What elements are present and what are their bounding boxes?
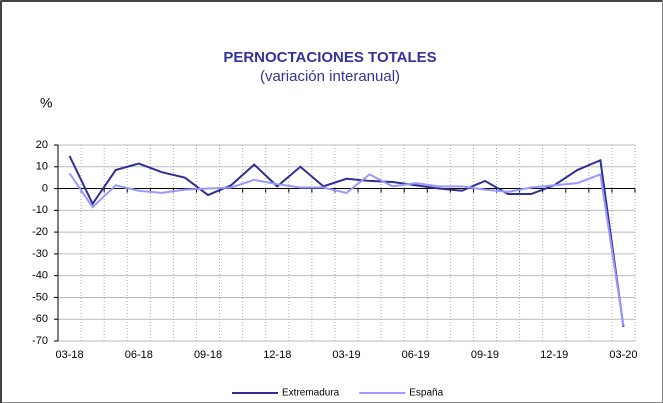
x-tick-label: 06-18: [125, 349, 153, 361]
y-tick-label: -40: [32, 270, 48, 282]
x-tick-label: 03-19: [332, 349, 360, 361]
chart-title: PERNOCTACIONES TOTALES: [223, 49, 436, 66]
legend-label: Extremadura: [282, 388, 340, 399]
y-tick-label: 10: [36, 161, 48, 173]
y-tick-label: -60: [32, 313, 48, 325]
y-axis-label: %: [40, 95, 52, 111]
y-tick-label: -70: [32, 335, 48, 347]
series-line: [68, 172, 625, 326]
legend-label: España: [409, 388, 443, 399]
x-tick-label: 09-19: [471, 349, 499, 361]
y-tick-label: -30: [32, 248, 48, 260]
series-line: [68, 155, 625, 327]
y-tick-label: -50: [32, 291, 48, 303]
y-tick-label: -20: [32, 226, 48, 238]
x-tick-label: 03-18: [55, 349, 83, 361]
x-tick-label: 12-19: [540, 349, 568, 361]
x-tick-label: 06-19: [402, 349, 430, 361]
x-tick-label: 12-18: [263, 349, 291, 361]
y-tick-label: 0: [42, 182, 48, 194]
x-tick-label: 03-20: [609, 349, 637, 361]
y-tick-label: -10: [32, 204, 48, 216]
y-tick-label: 20: [36, 139, 48, 151]
x-tick-label: 09-18: [194, 349, 222, 361]
chart-subtitle: (variación interanual): [260, 68, 400, 85]
